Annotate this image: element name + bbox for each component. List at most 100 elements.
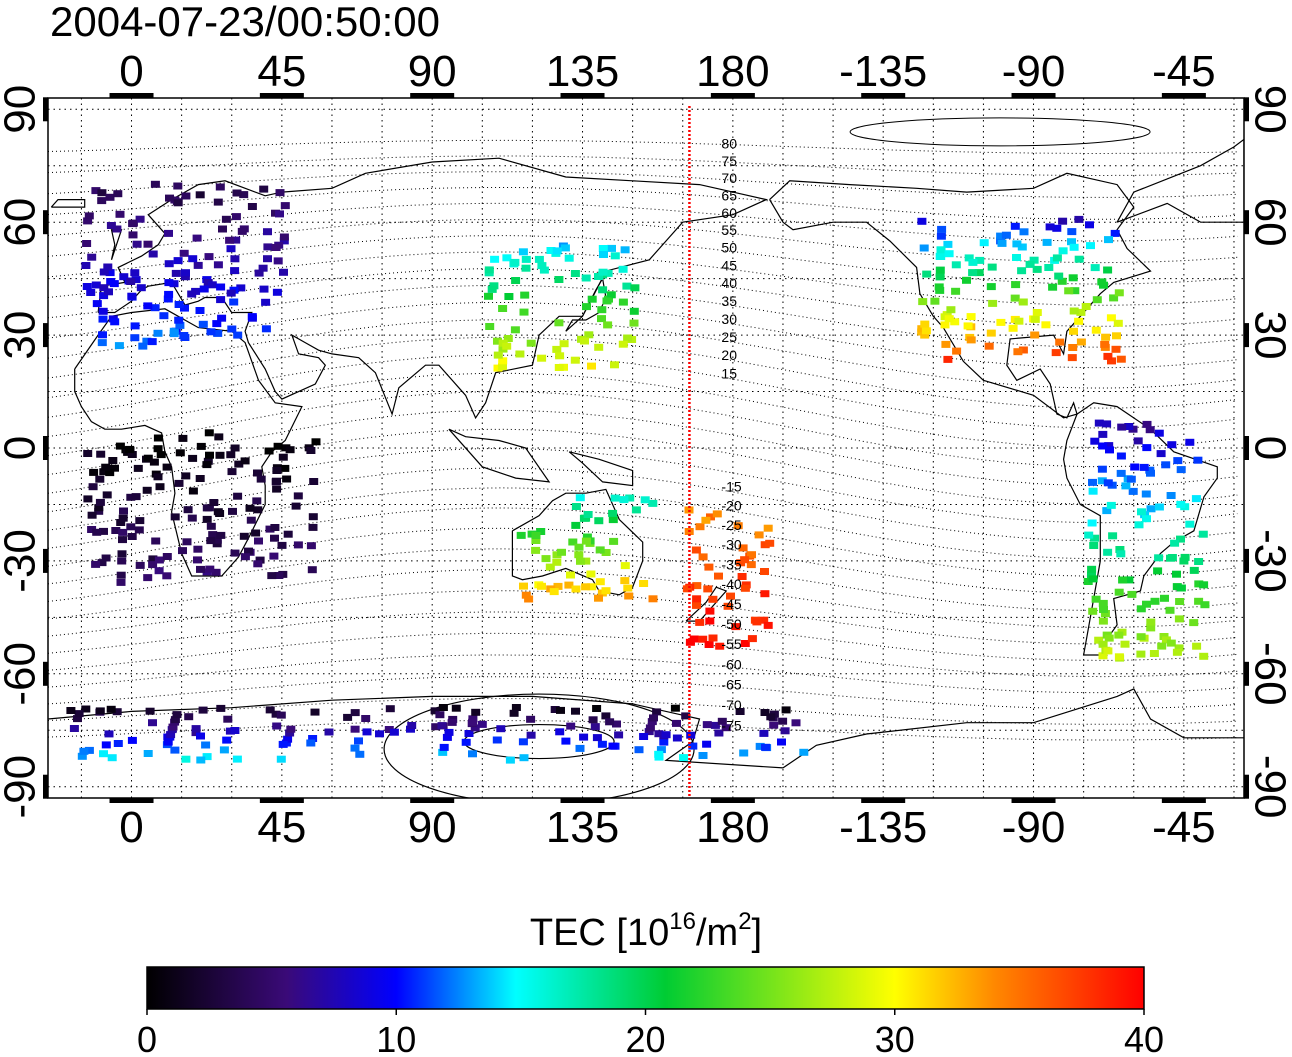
tec-cell [1090,437,1100,445]
tec-cell [354,737,363,745]
tec-cell [306,447,316,454]
tec-cell [537,262,547,270]
tec-cell [1087,565,1097,573]
tec-cell [648,595,658,603]
tec-cell [97,339,107,347]
coastline [769,172,1152,419]
contour-label: -25 [721,517,741,533]
tec-cell [437,722,447,730]
tec-cell [1170,539,1180,547]
tec-cell [179,332,189,339]
frame-bar [1011,798,1056,803]
tec-cell [1120,640,1130,648]
tec-cell [493,351,503,359]
tec-cell [1194,580,1204,588]
tec-cell [649,714,658,722]
tec-cell [283,530,293,538]
tec-cell [95,498,105,506]
contour-label: 30 [721,311,737,327]
tec-cell [598,286,608,294]
tec-cell [555,352,565,360]
tec-cell [747,551,756,559]
colorbar-tick-label: 40 [1124,1019,1164,1057]
tec-cell [105,193,115,201]
tec-cell [644,728,654,736]
tec-cell [99,284,109,292]
tec-cell [201,741,211,749]
contour-label: -75 [721,717,741,733]
tec-cell [282,475,292,483]
contour-label: -45 [721,596,741,612]
tec-cell [752,618,762,626]
tec-cell [701,516,711,524]
tec-cell [151,537,161,545]
tec-cell [723,602,733,610]
tec-cell [196,756,206,764]
tec-cell [95,475,105,483]
tec-cell [1130,463,1140,471]
geomag-contour [48,676,1238,709]
geomag-contour [48,548,1238,611]
tec-cell [1103,352,1113,360]
tec-cell [259,185,269,193]
tec-cell [104,288,113,296]
tec-cell [579,733,589,741]
tec-cell [193,545,203,553]
tec-cell [672,719,681,727]
tec-cell [230,267,240,275]
lon-tick-label: 180 [696,803,769,852]
tec-cell [69,725,79,732]
tec-cell [255,556,265,564]
tec-cell [252,497,262,505]
tec-cell [113,740,123,747]
tec-cell [755,742,765,750]
tec-cell [484,292,493,300]
tec-cell [1121,482,1131,490]
tec-cell [603,321,613,329]
tec-cell [145,707,155,715]
tec-cell [597,306,607,314]
tec-cell [83,217,93,225]
geomag-contour [48,202,1238,242]
tec-cell [1012,240,1022,248]
tec-cell [213,508,223,516]
tec-cell [1175,598,1185,605]
contour-label: -55 [721,636,741,652]
frame-bar [43,97,48,122]
tec-cell [127,451,137,458]
colorbar-tick-label: 0 [137,1019,157,1057]
tec-cell [570,356,580,364]
tec-cell [1097,477,1107,485]
tec-cell [168,723,178,731]
tec-cell [518,248,528,256]
tec-cell [1103,479,1113,487]
tec-cell [568,538,578,546]
tec-cell [1173,457,1183,465]
tec-cell [943,355,953,363]
tec-cell [270,524,280,531]
frame-tick-bars [43,93,1249,803]
tec-cell [174,316,184,324]
tec-cell [780,727,790,735]
tec-cell [1100,610,1110,618]
tec-cell [1032,265,1042,273]
tec-cell [704,641,714,648]
tec-cell [175,321,185,329]
tec-cell [99,292,109,300]
tec-cell [240,553,250,561]
tec-cell [740,640,750,647]
geomag-contour [48,409,1238,487]
tec-cell [534,255,544,263]
tec-cell [592,705,602,712]
tec-cell [935,286,945,294]
tec-cell [984,342,994,350]
tec-cell [737,573,747,580]
tec-cell [531,532,541,539]
tec-cell [135,517,145,525]
tec-cell [1067,228,1077,236]
tec-cell [148,250,158,258]
tec-cell [1161,636,1171,644]
tec-cell [276,755,286,763]
geomag-contour [48,171,1238,198]
tec-cell [759,729,769,737]
